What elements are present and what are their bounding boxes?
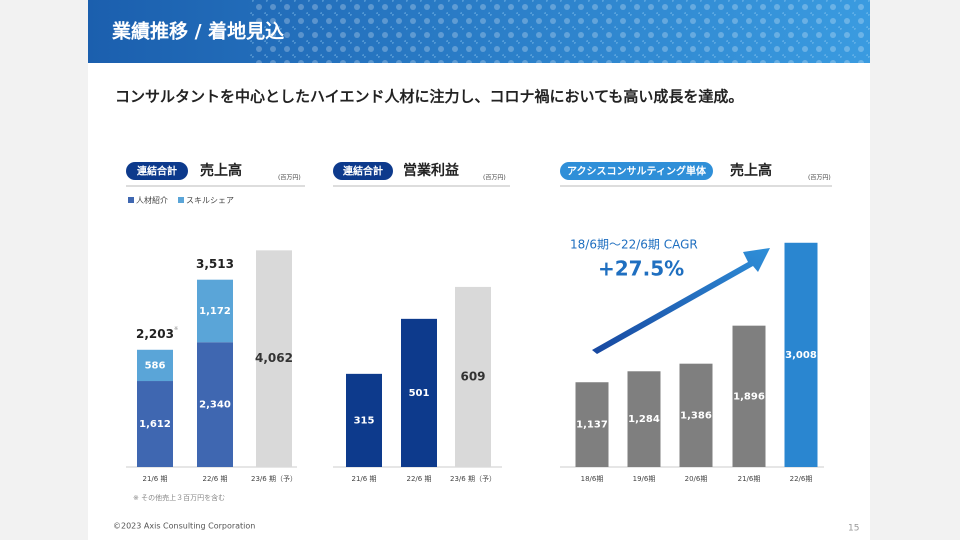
cagr-value: +27.5% <box>598 257 684 281</box>
badge <box>333 162 393 180</box>
page-number: 15 <box>848 524 859 534</box>
x-tick-label: 23/6 期（予） <box>251 475 297 483</box>
copyright: ©2023 Axis Consulting Corporation <box>113 522 255 531</box>
x-tick-label: 21/6期 <box>738 475 761 483</box>
bar-segment <box>137 381 173 467</box>
value-label: 3,008 <box>785 350 817 361</box>
x-tick-label: 19/6期 <box>633 475 656 483</box>
chart-title: 売上高 <box>730 162 772 179</box>
badge <box>560 162 713 180</box>
bar-segment <box>137 349 173 382</box>
value-label: 1,386 <box>680 410 712 421</box>
unit-label: (百万円) <box>483 175 506 182</box>
x-tick-label: 22/6 期 <box>203 475 228 483</box>
value-label: 501 <box>409 388 430 399</box>
value-label: 315 <box>354 415 375 426</box>
bar-segment <box>197 279 233 343</box>
total-label: 3,513 <box>196 257 234 271</box>
legend-label: 人材紹介 <box>136 195 168 205</box>
header-title: 業績推移 / 着地見込 <box>111 20 284 43</box>
subtitle: コンサルタントを中心としたハイエンド人材に注力し、コロナ禍においても高い成長を達… <box>115 88 743 106</box>
value-label: 1,137 <box>576 420 608 431</box>
unit-label: (百万円) <box>278 175 301 182</box>
legend-label: スキルシェア <box>186 196 234 205</box>
value-label: 609 <box>460 369 485 383</box>
bar-segment <box>256 250 292 467</box>
bar-segment <box>197 342 233 467</box>
chart-title: 営業利益 <box>403 162 459 179</box>
unit-label: (百万円) <box>808 175 831 182</box>
x-tick-label: 22/6 期 <box>407 475 432 483</box>
value-label: 1,284 <box>628 414 660 425</box>
value-label: 4,062 <box>255 351 293 365</box>
bar <box>784 242 818 467</box>
footnote: ※ その他売上３百万円を含む <box>133 493 225 502</box>
value-label: 1,896 <box>733 391 765 402</box>
bar <box>346 373 382 467</box>
bar <box>732 325 766 467</box>
legend-swatch <box>178 197 184 203</box>
x-tick-label: 18/6期 <box>581 475 604 483</box>
chart-title: 売上高 <box>200 162 242 179</box>
total-label: 2,203 <box>136 327 174 341</box>
badge-label: 連結合計 <box>137 165 177 178</box>
x-tick-label: 21/6 期 <box>143 475 168 483</box>
total-mark: ※ <box>174 326 178 332</box>
value-label: 1,612 <box>139 419 171 430</box>
cagr-caption: 18/6期〜22/6期 CAGR <box>570 238 698 252</box>
badge-label: 連結合計 <box>343 165 383 178</box>
bar <box>401 318 437 467</box>
value-label: 586 <box>145 360 166 371</box>
value-label: 2,340 <box>199 400 231 411</box>
x-tick-label: 23/6 期（予） <box>450 475 496 483</box>
header-pattern <box>250 0 870 63</box>
bar <box>455 286 491 467</box>
bar <box>575 382 609 467</box>
bar <box>679 363 713 467</box>
badge-label: アクシスコンサルティング単体 <box>567 165 707 178</box>
x-tick-label: 21/6 期 <box>352 475 377 483</box>
badge <box>126 162 188 180</box>
value-label: 1,172 <box>199 306 231 317</box>
legend-swatch <box>128 197 134 203</box>
x-tick-label: 20/6期 <box>685 475 708 483</box>
growth-arrow <box>592 248 770 354</box>
x-tick-label: 22/6期 <box>790 475 813 483</box>
bar <box>627 371 661 467</box>
